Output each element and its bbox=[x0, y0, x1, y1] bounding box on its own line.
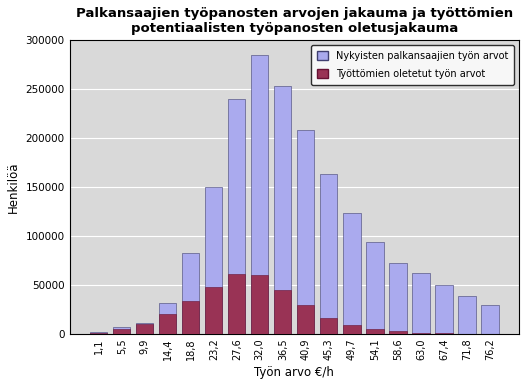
Bar bbox=[481, 305, 499, 334]
Bar bbox=[343, 213, 360, 334]
Bar bbox=[182, 301, 199, 334]
Bar bbox=[389, 263, 407, 334]
Bar bbox=[320, 318, 338, 334]
Bar bbox=[205, 187, 222, 334]
Bar bbox=[251, 275, 268, 334]
Bar bbox=[366, 242, 383, 334]
Bar bbox=[182, 253, 199, 334]
Bar bbox=[366, 329, 383, 334]
Bar bbox=[297, 305, 315, 334]
Bar bbox=[412, 333, 430, 334]
Bar bbox=[113, 327, 130, 334]
Bar bbox=[205, 287, 222, 334]
Bar bbox=[228, 99, 246, 334]
X-axis label: Työn arvo €/h: Työn arvo €/h bbox=[255, 366, 334, 379]
Bar bbox=[297, 130, 315, 334]
Bar bbox=[274, 86, 291, 334]
Legend: Nykyisten palkansaajien työn arvot, Työttömien oletetut työn arvot: Nykyisten palkansaajien työn arvot, Työt… bbox=[311, 45, 514, 85]
Bar bbox=[136, 324, 154, 334]
Bar bbox=[90, 332, 107, 334]
Bar bbox=[436, 285, 452, 334]
Bar bbox=[320, 174, 338, 334]
Bar bbox=[228, 274, 246, 334]
Bar bbox=[136, 323, 154, 334]
Bar bbox=[389, 331, 407, 334]
Bar bbox=[159, 303, 176, 334]
Bar bbox=[458, 296, 476, 334]
Title: Palkansaajien työpanosten arvojen jakauma ja työttömien
potentiaalisten työpanos: Palkansaajien työpanosten arvojen jakaum… bbox=[76, 7, 513, 35]
Bar bbox=[113, 329, 130, 334]
Bar bbox=[251, 55, 268, 334]
Bar bbox=[274, 290, 291, 334]
Y-axis label: Henkilöä: Henkilöä bbox=[7, 161, 20, 213]
Bar bbox=[412, 273, 430, 334]
Bar bbox=[159, 314, 176, 334]
Bar bbox=[343, 325, 360, 334]
